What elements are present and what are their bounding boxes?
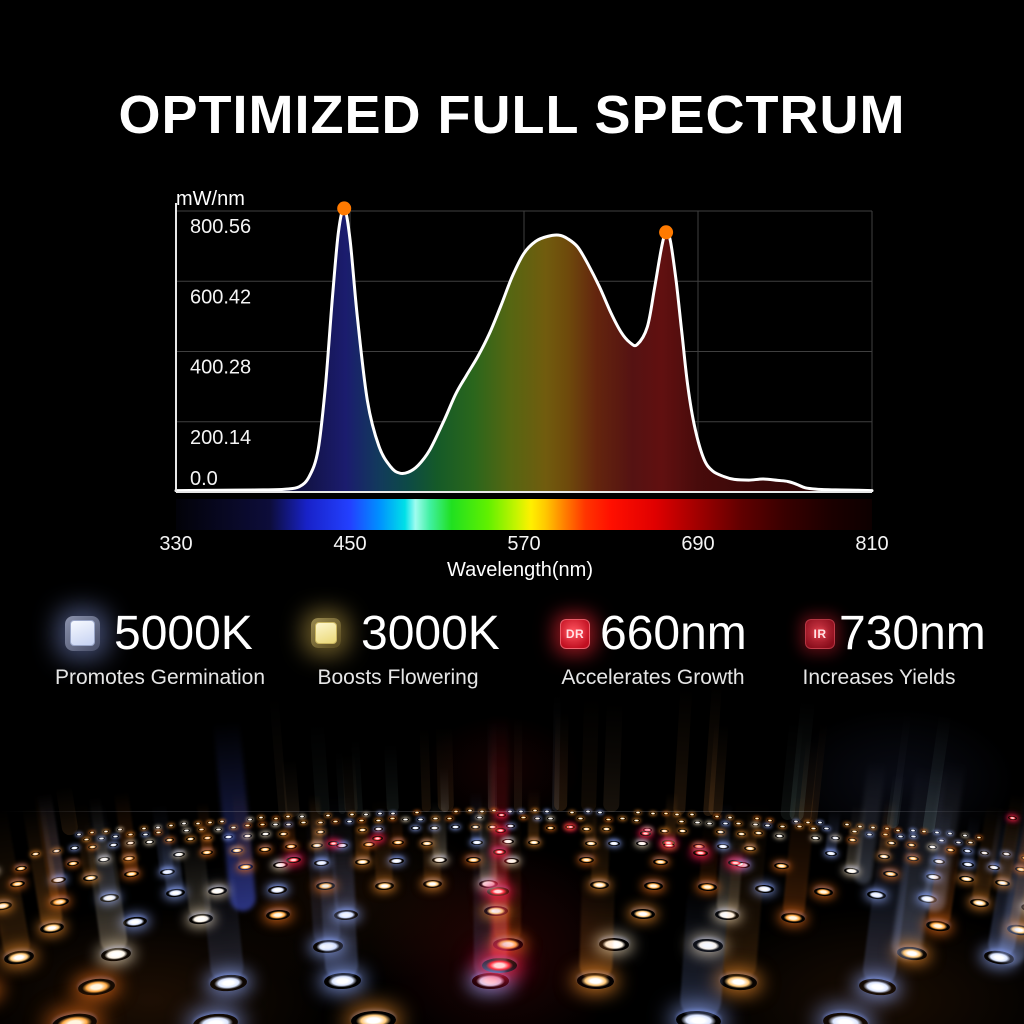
- led-glow: [767, 818, 774, 822]
- light-beam: [514, 712, 523, 811]
- wavelength-colorbar: [176, 499, 872, 530]
- chip-inner-face: [314, 621, 338, 645]
- led-glow: [493, 849, 507, 855]
- feature-caption: Accelerates Growth: [561, 666, 745, 689]
- led-glow: [643, 881, 663, 891]
- led-chip-icon-5000k: [65, 615, 100, 651]
- led-chip-icon-660nm: DR: [560, 619, 590, 649]
- light-beam: [603, 697, 623, 813]
- feature-730nm: IR 730nm Increases Yields: [785, 595, 1000, 705]
- chart-axes: [175, 203, 872, 493]
- light-beam: [528, 786, 540, 843]
- led-glow: [678, 828, 688, 833]
- led-chip-icon-730nm: IR: [805, 619, 835, 649]
- led-glow: [69, 845, 80, 851]
- spectrum-area-fill: [176, 208, 872, 492]
- colorbar-rect: [176, 499, 872, 530]
- peak-marker-dot: [337, 201, 352, 216]
- y-axis-title: mW/nm: [176, 188, 245, 210]
- spectrum-chart: 800.56 600.42 400.28 200.14 0.0 330 450 570 690 8…: [159, 188, 888, 581]
- y-tick-label: 800.56: [190, 216, 251, 238]
- light-beam: [391, 807, 404, 844]
- led-glow: [870, 825, 877, 829]
- y-tick-label: 0.0: [190, 468, 218, 490]
- led-glow: [223, 834, 234, 839]
- led-chip-icon-3000k: [311, 618, 341, 648]
- x-tick-label: 450: [333, 533, 366, 555]
- chip-label: IR: [813, 627, 827, 641]
- led-glow: [494, 827, 506, 833]
- led-glow: [920, 829, 928, 834]
- y-tick-label: 400.28: [190, 357, 251, 379]
- chip-label: DR: [565, 627, 585, 641]
- ambient-glow: [740, 690, 1024, 880]
- chip-inner-face: [69, 620, 96, 646]
- y-tick-label: 600.42: [190, 286, 251, 308]
- led-glow: [866, 832, 874, 836]
- led-glow: [482, 957, 518, 973]
- light-beam: [421, 800, 442, 885]
- led-glow: [112, 834, 120, 838]
- led-glow: [450, 824, 460, 829]
- feature-value: 660nm: [600, 607, 747, 660]
- x-axis-title: Wavelength(nm): [447, 559, 593, 581]
- light-beam: [678, 881, 728, 1023]
- light-beam: [352, 808, 370, 863]
- feature-3000k: 3000K Boosts Flowering: [290, 595, 505, 705]
- led-glow: [688, 812, 695, 817]
- feature-value: 3000K: [361, 607, 500, 660]
- page-title: OPTIMIZED FULL SPECTRUM: [118, 85, 906, 145]
- led-glow: [639, 830, 651, 836]
- feature-660nm: DR 660nm Accelerates Growth: [540, 595, 755, 705]
- peak-markers: [337, 201, 674, 240]
- led-glow: [471, 972, 509, 989]
- led-glow: [67, 859, 80, 867]
- led-glow: [631, 908, 656, 920]
- horizon-line: [0, 811, 1024, 812]
- y-tick-label: 200.14: [190, 427, 251, 449]
- led-glow: [662, 839, 676, 847]
- light-beam: [580, 690, 599, 812]
- led-glow: [576, 972, 615, 990]
- x-tick-label: 570: [507, 533, 540, 555]
- x-tick-label: 810: [855, 533, 888, 555]
- peak-marker-dot: [659, 225, 674, 240]
- feature-callouts-row: 5000K Promotes Germination 3000K Boosts Flo…: [0, 595, 1024, 705]
- led-glow: [633, 818, 641, 822]
- feature-caption: Promotes Germination: [54, 666, 266, 689]
- x-tick-label: 690: [681, 533, 714, 555]
- led-glow: [545, 826, 555, 830]
- feature-caption: Increases Yields: [802, 666, 956, 689]
- led-glow: [371, 835, 383, 841]
- led-array-photo: [0, 690, 1024, 1024]
- led-glow: [693, 820, 701, 825]
- led-glow: [546, 816, 554, 820]
- led-glow: [565, 825, 575, 829]
- feature-caption: Boosts Flowering: [317, 666, 479, 689]
- chart-tick-labels: 800.56 600.42 400.28 200.14 0.0 330 450 570 690 8…: [159, 216, 888, 555]
- x-tick-label: 330: [159, 533, 192, 555]
- led-glow: [496, 813, 506, 817]
- feature-value: 5000K: [114, 607, 253, 660]
- led-glow: [520, 815, 528, 819]
- feature-5000k: 5000K Promotes Germination: [40, 595, 270, 705]
- spectrum-curve: [174, 206, 874, 493]
- feature-value: 730nm: [839, 607, 986, 660]
- led-glow: [824, 849, 837, 857]
- led-glow: [327, 840, 339, 846]
- light-beam: [578, 867, 616, 982]
- spectrum-chart-svg: 800.56 600.42 400.28 200.14 0.0 330 450 570 690 8…: [159, 188, 888, 581]
- led-glow: [811, 835, 821, 841]
